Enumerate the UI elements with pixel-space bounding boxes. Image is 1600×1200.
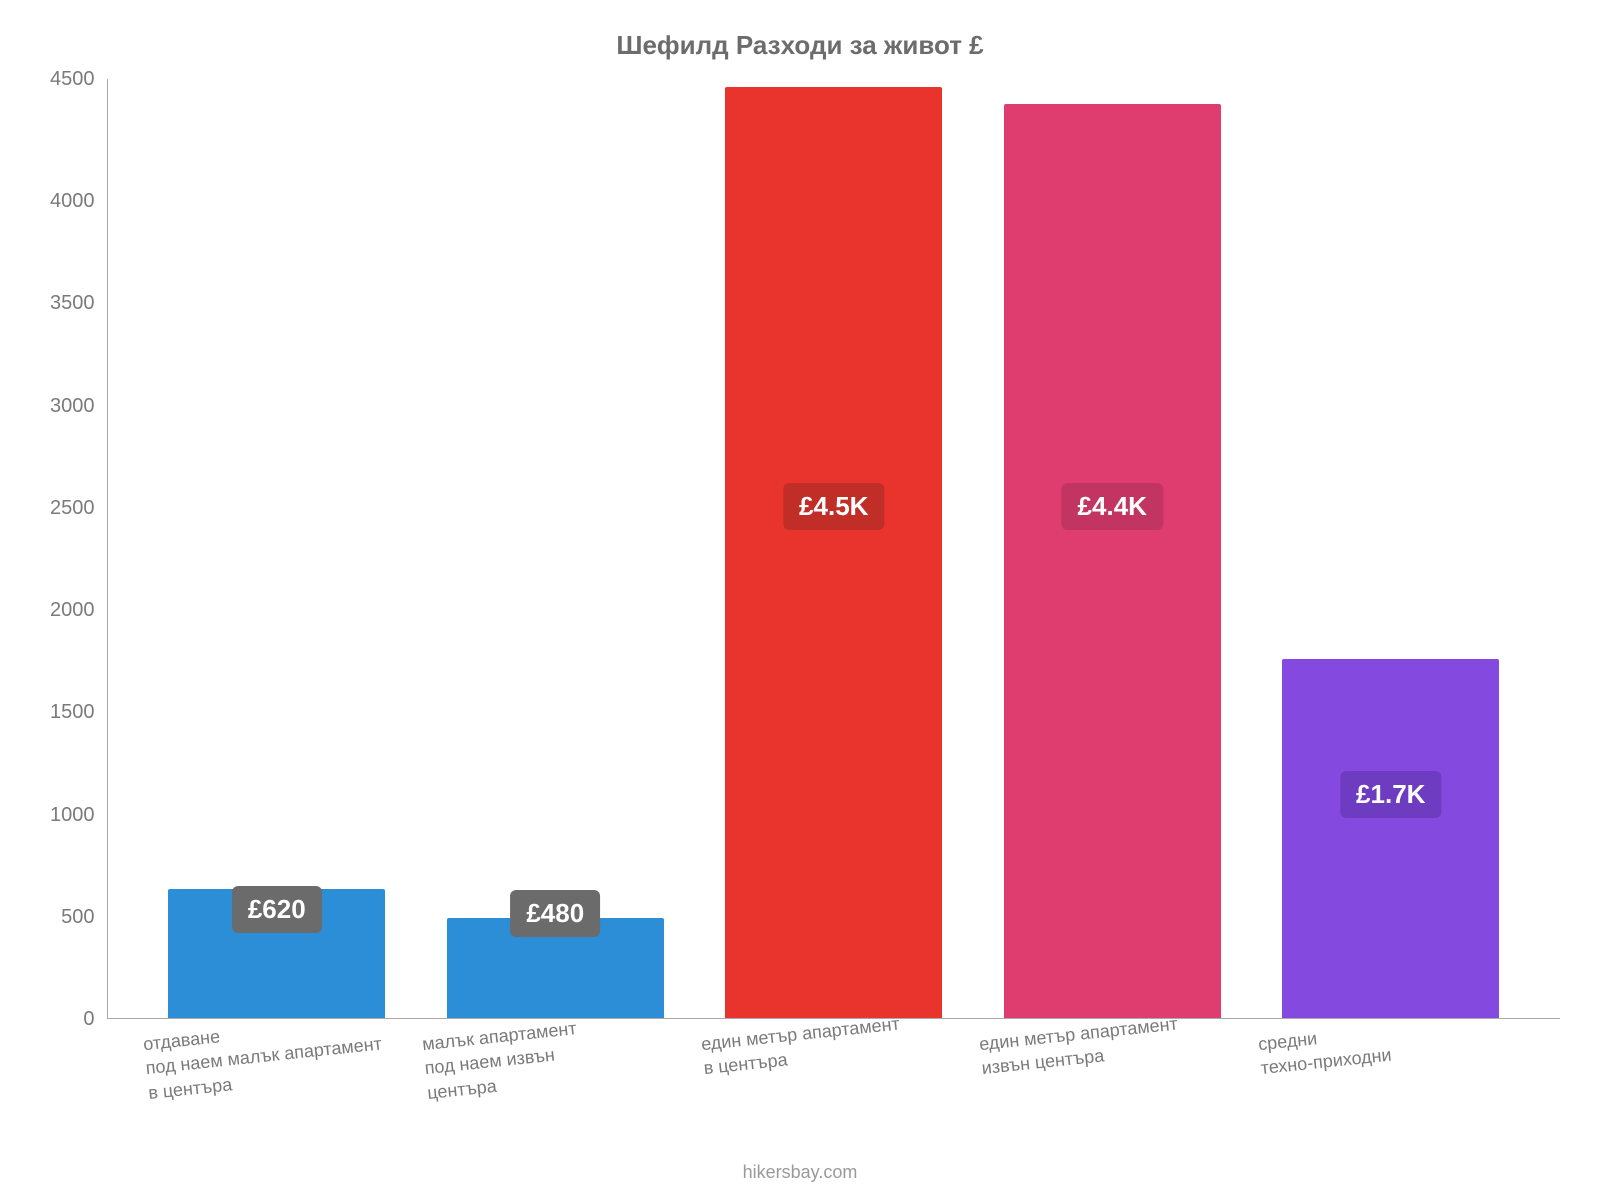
value-badge: £4.5K xyxy=(783,483,884,530)
y-tick: 1500 xyxy=(50,702,95,722)
bar-slot: £620 xyxy=(138,79,417,1018)
bar-slot: £1.7K xyxy=(1252,79,1531,1018)
y-tick: 2500 xyxy=(50,498,95,518)
y-tick: 0 xyxy=(83,1009,94,1029)
x-label: отдаване под наем малък апартамент в цен… xyxy=(136,1008,386,1106)
bars-layer: £620 £480 £4.5K £4.4K £1.7K xyxy=(108,79,1561,1018)
value-badge: £4.4K xyxy=(1062,483,1163,530)
x-label: един метър апартамент извън центъра xyxy=(972,1012,1184,1106)
x-label-slot: един метър апартамент в центъра xyxy=(694,1033,973,1106)
attribution: hikersbay.com xyxy=(40,1162,1560,1183)
value-badge: £480 xyxy=(510,890,600,937)
chart-outer: 450040003500300025002000150010005000 £62… xyxy=(40,79,1560,1019)
x-label-slot: отдаване под наем малък апартамент в цен… xyxy=(136,1033,415,1106)
x-label: малък апартамент под наем извън центъра xyxy=(415,1016,583,1105)
bar-slot: £4.4K xyxy=(973,79,1252,1018)
chart-container: Шефилд Разходи за живот £ 4500 4000 3500 30… xyxy=(0,0,1600,1200)
y-tick: 500 xyxy=(61,907,94,927)
x-label: един метър апартамент в центъра xyxy=(694,1012,906,1106)
y-tick: 3000 xyxy=(50,396,95,416)
chart-title: Шефилд Разходи за живот £ xyxy=(40,30,1560,61)
y-tick: 4000 xyxy=(50,191,95,211)
y-tick: 1000 xyxy=(50,805,95,825)
y-tick: 2000 xyxy=(50,600,95,620)
value-badge: £1.7K xyxy=(1340,771,1441,818)
bar xyxy=(1004,104,1221,1018)
x-label-slot: средни техно-приходни xyxy=(1251,1033,1530,1106)
bar xyxy=(1282,659,1499,1018)
bar-slot: £4.5K xyxy=(695,79,974,1018)
y-tick: 3500 xyxy=(50,293,95,313)
value-badge: £620 xyxy=(232,886,322,933)
x-label-slot: един метър апартамент извън центъра xyxy=(972,1033,1251,1106)
y-tick: 4500 xyxy=(50,69,95,89)
bar xyxy=(725,87,942,1018)
x-label: средни техно-приходни xyxy=(1251,1019,1395,1106)
x-axis-labels: отдаване под наем малък апартамент в цен… xyxy=(40,1019,1560,1106)
bar-slot: £480 xyxy=(416,79,695,1018)
plot-area: £620 £480 £4.5K £4.4K £1.7K xyxy=(107,79,1561,1019)
y-axis: 450040003500300025002000150010005000 xyxy=(50,79,107,1019)
x-label-slot: малък апартамент под наем извън центъра xyxy=(415,1033,694,1106)
